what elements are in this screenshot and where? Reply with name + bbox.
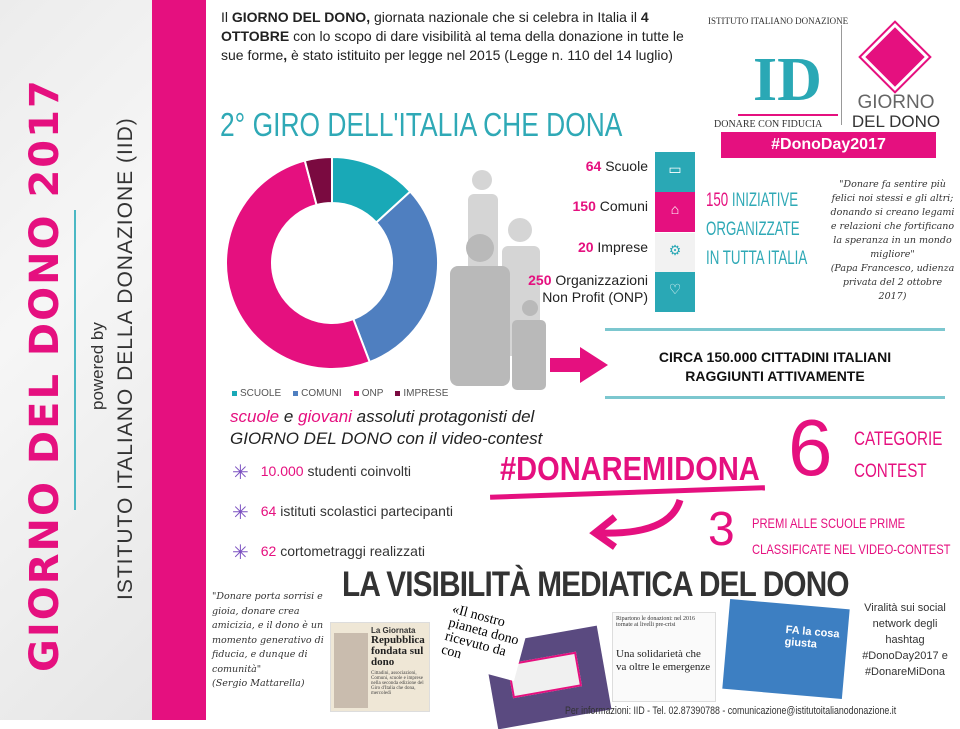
six-number: 6 <box>788 403 833 492</box>
building-icon: ⌂ <box>655 192 695 232</box>
curved-arrow-icon <box>589 498 684 550</box>
logo-del-dono: DEL DONO <box>851 112 941 131</box>
book-icon: ▭ <box>655 152 695 192</box>
logo-tagline: DONARE CON FIDUCIA <box>714 119 823 130</box>
iniziative: 150 INIZIATIVE ORGANIZZATE IN TUTTA ITALIA <box>706 190 808 269</box>
giorno-del-dono-icon <box>858 20 932 94</box>
hashtag-banner: #DonoDay2017 <box>721 132 936 158</box>
asterisk-icon: ✳ <box>232 462 249 484</box>
tv-screenshot: FA la cosa giusta <box>722 598 850 700</box>
pink-stripe <box>152 0 206 720</box>
logo-giorno: GIORNO <box>857 92 935 113</box>
social-virality: Viralità sui social network degli hashta… <box>862 602 948 678</box>
donut-slice-imprese <box>303 155 333 207</box>
divider <box>74 210 76 510</box>
legend-item: ONP <box>353 388 383 399</box>
sidebar-title: GIORNO DEL DONO 2017 <box>22 78 68 672</box>
footer-info: Per informazioni: IID - Tel. 02.87390788… <box>565 705 897 717</box>
pope-quote: "Donare fa sentire più felici noi stessi… <box>830 179 955 302</box>
arrow-right-icon <box>550 347 608 383</box>
people-icon <box>450 170 546 390</box>
intro-text: Il GIORNO DEL DONO, giornata nazionale c… <box>221 9 684 63</box>
heart-icon: ♡ <box>655 272 695 312</box>
stat-comuni: 150 Comuni <box>572 198 649 214</box>
divider <box>605 396 945 399</box>
stat-scuole: 64 Scuole <box>585 158 648 174</box>
logo: ISTITUTO ITALIANO DONAZIONE ID DONARE CO… <box>708 10 948 158</box>
donut-chart <box>225 155 439 370</box>
citizens-reached: CIRCA 150.000 CITTADINI ITALIANI RAGGIUNT… <box>658 349 892 384</box>
three-number: 3 <box>708 503 735 556</box>
stat-non-profit: 250 Organizzazioni Non Profit (ONP) <box>528 272 648 305</box>
organization-name: ISTITUTO ITALIANO DELLA DONAZIONE (IID) <box>114 117 137 600</box>
chart-legend: SCUOLE COMUNI ONP IMPRESE <box>232 388 448 399</box>
contest-bullet: ✳ 64 istituti scolastici partecipanti <box>232 502 453 524</box>
legend-item: IMPRESE <box>395 388 448 399</box>
mattarella-quote: "Donare porta sorrisi e gioia, donare cr… <box>212 591 324 689</box>
newspaper-clip: La Giornata Repubblica fondata sul dono … <box>330 622 430 712</box>
asterisk-icon: ✳ <box>232 542 249 564</box>
legend-item: SCUOLE <box>232 388 281 399</box>
divider <box>605 328 945 331</box>
contest-intro: scuole e giovani assoluti protagonisti d… <box>230 407 543 448</box>
giro-title: 2° GIRO DELL'ITALIA CHE DONA <box>220 106 623 143</box>
media-title: LA VISIBILITÀ MEDIATICA DEL DONO <box>342 565 850 604</box>
donaremidona-hashtag: #DONAREMIDONA <box>500 450 760 487</box>
donut-slice-onp <box>225 159 371 370</box>
categorie-contest: CATEGORIE CONTEST <box>854 429 943 482</box>
newspaper-article: Ripartono le donazioni: nel 2016 tornate… <box>612 612 716 702</box>
contest-bullet: ✳ 10.000 studenti coinvolti <box>232 462 411 484</box>
contest-bullet: ✳ 62 cortometraggi realizzati <box>232 542 425 564</box>
newspaper-headline: «Il nostro pianeta dono ricevuto da con <box>438 602 530 682</box>
logo-arc-text: ISTITUTO ITALIANO DONAZIONE <box>708 16 849 26</box>
powered-by: powered by <box>88 322 107 410</box>
premi-text: PREMI ALLE SCUOLE PRIME CLASSIFICATE NEL … <box>752 515 951 557</box>
sidebar <box>0 0 152 720</box>
asterisk-icon: ✳ <box>232 502 249 524</box>
donut-slice-comuni <box>352 190 439 364</box>
logo-mark: ID <box>753 46 822 114</box>
legend-item: COMUNI <box>293 388 342 399</box>
gears-icon: ⚙ <box>655 233 695 273</box>
stat-imprese: 20 Imprese <box>577 239 648 255</box>
